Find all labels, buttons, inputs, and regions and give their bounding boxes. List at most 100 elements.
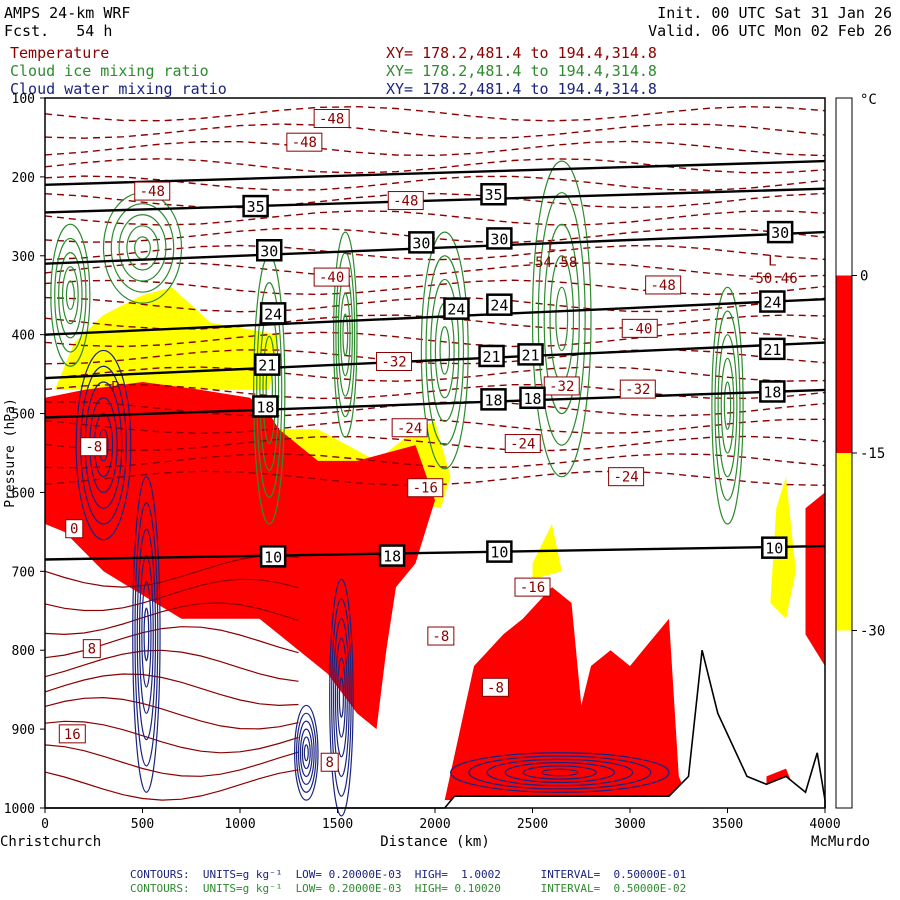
temp-label-box-9 bbox=[619, 379, 656, 399]
theta-label-0: 35 bbox=[247, 198, 265, 216]
ice-contour-4-3 bbox=[543, 223, 580, 415]
field-cloud-ice-label: Cloud ice mixing ratio bbox=[10, 62, 209, 80]
y-tick-label-4: 500 bbox=[12, 408, 35, 423]
temp-contour-dashed-13 bbox=[44, 331, 826, 348]
theta-label-box-6 bbox=[259, 302, 287, 325]
water-contour-1-2 bbox=[336, 657, 346, 738]
temp-label-box-21 bbox=[320, 752, 339, 772]
theta-label-box-18 bbox=[259, 545, 287, 568]
water-contour-0-4 bbox=[136, 528, 157, 741]
ice-contour-0-2 bbox=[126, 225, 159, 271]
theta-line-2 bbox=[44, 341, 826, 380]
ice-contour-5-5 bbox=[711, 286, 744, 525]
temp-contour-dashed-8 bbox=[44, 244, 826, 261]
temp-contour-dashed-15 bbox=[44, 366, 826, 382]
ice-contour-3-4 bbox=[425, 255, 465, 446]
ice-contour-5-3 bbox=[717, 334, 738, 478]
ice-contour-4-5 bbox=[531, 160, 592, 478]
colorbar-tick-label-1: -15 bbox=[860, 446, 885, 462]
temp-label-12: -24 bbox=[613, 470, 638, 486]
temp-contour-dashed-2 bbox=[44, 140, 826, 157]
temp-label-box-18 bbox=[65, 519, 84, 539]
temp-contour-dashed-20 bbox=[44, 453, 826, 469]
temp-label-18: 0 bbox=[70, 522, 78, 538]
temp-label-box-5 bbox=[645, 275, 682, 295]
theta-label-3: 30 bbox=[412, 234, 430, 252]
ice-contour-3-5 bbox=[420, 231, 469, 470]
ice-contour-1-2 bbox=[61, 266, 79, 325]
colorbar-band-2 bbox=[836, 453, 852, 631]
theta-label-11: 21 bbox=[483, 348, 501, 366]
theta-label-5: 30 bbox=[771, 224, 789, 242]
temp-shade-red-3 bbox=[805, 492, 825, 666]
temp-contour-solid-9 bbox=[44, 769, 299, 801]
temp-label-0: -48 bbox=[319, 112, 344, 128]
field-temperature-label: Temperature bbox=[10, 44, 110, 62]
temp-label-4: -40 bbox=[319, 270, 344, 286]
temp-contour-dashed-18 bbox=[44, 418, 826, 435]
field-cloud-ice-xy: XY= 178.2,481.4 to 194.4,314.8 bbox=[386, 62, 657, 80]
temp-label-box-7 bbox=[376, 351, 413, 371]
theta-line-5 bbox=[44, 187, 826, 214]
ice-contour-3-3 bbox=[430, 278, 460, 423]
temp-label-14: -16 bbox=[520, 580, 545, 596]
temp-contour-solid-6 bbox=[44, 696, 299, 730]
temp-shade-red-1 bbox=[444, 587, 689, 801]
theta-label-box-1 bbox=[480, 182, 507, 206]
theta-line-4 bbox=[44, 230, 826, 265]
water-contour-1-5 bbox=[331, 598, 352, 797]
temp-contour-solid-2 bbox=[44, 602, 299, 636]
water-contour-4-6 bbox=[293, 704, 319, 801]
ice-contour-3-1 bbox=[439, 326, 451, 375]
theta-label-box-15 bbox=[480, 388, 507, 411]
temp-contour-solid-5 bbox=[44, 673, 299, 707]
theta-line-1 bbox=[44, 388, 826, 419]
theta-label-box-12 bbox=[517, 343, 544, 366]
ice-contour-1-5 bbox=[50, 223, 91, 367]
y-tick-label-2: 300 bbox=[12, 250, 35, 265]
temp-contour-dashed-9 bbox=[44, 262, 826, 278]
temp-contour-dashed-0 bbox=[44, 105, 826, 122]
temp-label-box-1 bbox=[286, 132, 323, 152]
x-tick-label-3: 1500 bbox=[322, 817, 353, 832]
x-tick-label-4: 2000 bbox=[419, 817, 450, 832]
forecast-hour: Fcst. 54 h bbox=[4, 22, 113, 40]
temp-label-1: -48 bbox=[292, 135, 317, 151]
temp-label-13: -16 bbox=[413, 481, 438, 497]
ice-contour-0-3 bbox=[118, 214, 167, 282]
theta-line-0 bbox=[44, 544, 826, 561]
model-title: AMPS 24-km WRF bbox=[4, 4, 131, 22]
temp-label-20: 16 bbox=[64, 727, 81, 743]
theta-label-box-3 bbox=[408, 231, 435, 254]
water-contour-4-4 bbox=[297, 720, 315, 785]
ice-contour-1-3 bbox=[58, 252, 83, 339]
ice-contour-2-5 bbox=[332, 231, 358, 438]
theta-label-9: 24 bbox=[763, 294, 781, 312]
temp-label-box-3 bbox=[387, 191, 424, 211]
water-contour-1-6 bbox=[329, 578, 354, 817]
theta-label-box-4 bbox=[486, 227, 513, 250]
ice-contour-1-1 bbox=[65, 280, 75, 311]
annotation-1: -54.58 bbox=[527, 255, 578, 271]
temp-contour-dashed-6 bbox=[44, 210, 826, 226]
colorbar-band-3 bbox=[836, 630, 852, 808]
colorbar-unit: °C bbox=[860, 92, 877, 108]
temp-contour-dashed-12 bbox=[44, 314, 826, 330]
ice-contour-5-2 bbox=[720, 357, 735, 454]
temp-label-box-14 bbox=[514, 577, 551, 597]
ice-contour-6-2 bbox=[262, 335, 277, 445]
temp-label-8: -32 bbox=[549, 379, 574, 395]
temp-label-box-16 bbox=[427, 626, 455, 646]
valid-time: Valid. 06 UTC Mon 02 Feb 26 bbox=[648, 22, 892, 40]
temp-contour-dashed-3 bbox=[44, 158, 826, 174]
theta-label-14: 18 bbox=[256, 398, 274, 416]
theta-label-6: 24 bbox=[264, 305, 282, 323]
theta-label-box-8 bbox=[486, 293, 513, 316]
water-contour-1-3 bbox=[334, 637, 348, 758]
water-contour-2-2 bbox=[522, 765, 597, 780]
temp-label-10: -24 bbox=[397, 421, 422, 437]
x-axis-title: Distance (km) bbox=[380, 834, 490, 850]
temp-label-box-19 bbox=[82, 639, 101, 659]
theta-label-18: 10 bbox=[264, 548, 282, 566]
